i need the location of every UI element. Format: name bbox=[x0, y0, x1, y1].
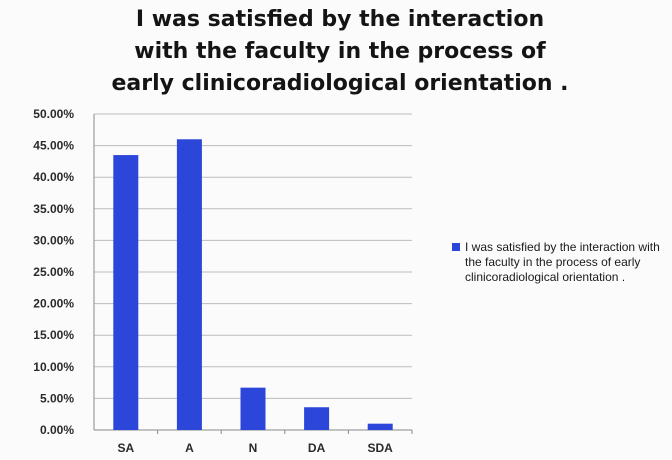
bar bbox=[304, 407, 330, 430]
y-tick-label: 35.00% bbox=[33, 202, 74, 216]
bar bbox=[176, 139, 202, 430]
legend: I was satisfied by the interaction with … bbox=[452, 240, 662, 285]
y-tick-label: 20.00% bbox=[33, 297, 74, 311]
legend-label: I was satisfied by the interaction with … bbox=[465, 240, 660, 284]
y-tick-label: 40.00% bbox=[33, 170, 74, 184]
y-tick-label: 15.00% bbox=[33, 328, 74, 342]
x-tick-label: N bbox=[249, 441, 258, 455]
x-tick-label: SDA bbox=[368, 441, 394, 455]
x-tick-label: SA bbox=[117, 441, 134, 455]
legend-swatch bbox=[452, 243, 460, 251]
y-tick-label: 50.00% bbox=[33, 107, 74, 121]
chart-title-line-2: with the faculty in the process of bbox=[134, 39, 546, 64]
chart-title-line-1: I was satisfied by the interaction bbox=[135, 7, 545, 32]
bar bbox=[113, 155, 139, 430]
y-tick-label: 30.00% bbox=[33, 233, 74, 247]
bar bbox=[240, 387, 266, 430]
bar bbox=[367, 423, 393, 430]
y-tick-label: 45.00% bbox=[33, 139, 74, 153]
x-tick-label: A bbox=[185, 441, 194, 455]
x-tick-label: DA bbox=[308, 441, 326, 455]
chart-title: I was satisfied by the interaction with … bbox=[60, 4, 620, 100]
y-tick-label: 25.00% bbox=[33, 265, 74, 279]
y-tick-label: 0.00% bbox=[40, 423, 74, 437]
y-tick-label: 10.00% bbox=[33, 360, 74, 374]
y-tick-label: 5.00% bbox=[40, 391, 74, 405]
chart-title-line-3: early clinicoradiological orientation . bbox=[111, 71, 569, 96]
